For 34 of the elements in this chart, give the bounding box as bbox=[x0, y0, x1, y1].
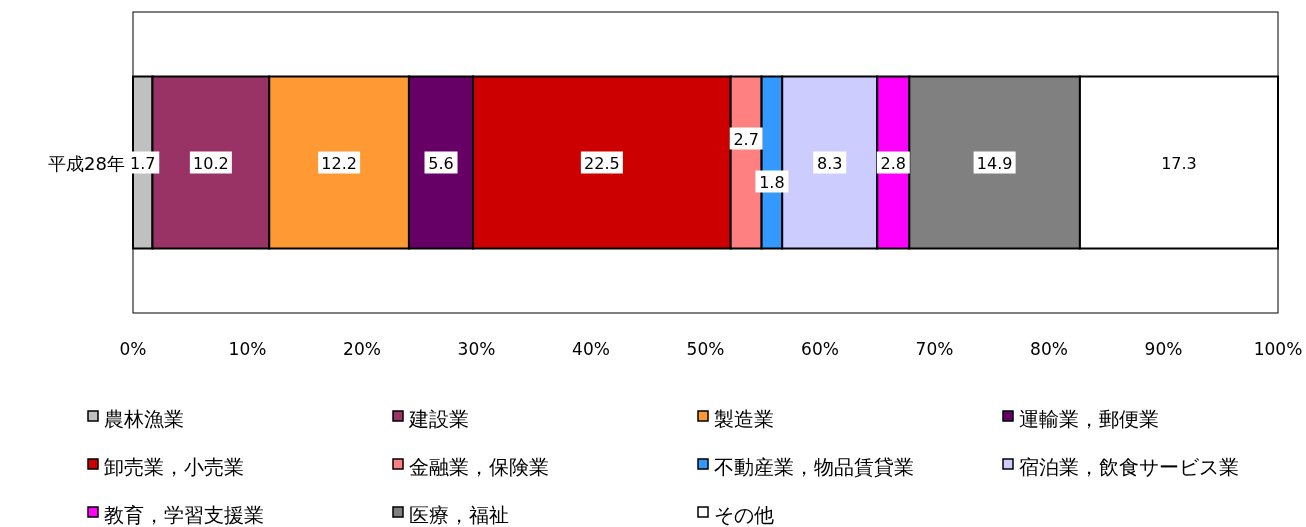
data-label: 5.6 bbox=[428, 153, 454, 173]
legend-label: 農林漁業 bbox=[104, 407, 184, 431]
y-tick-label: 平成28年 bbox=[48, 152, 125, 174]
data-label: 14.9 bbox=[976, 153, 1013, 173]
legend-label: 教育，学習支援業 bbox=[104, 503, 264, 527]
x-tick-label: 100% bbox=[1253, 339, 1303, 359]
data-label: 10.2 bbox=[193, 153, 229, 173]
x-tick-label: 70% bbox=[915, 339, 954, 359]
x-tick-label: 80% bbox=[1030, 339, 1068, 359]
legend-label: 建設業 bbox=[408, 407, 469, 431]
legend-label: 宿泊業，飲食サービス業 bbox=[1019, 455, 1239, 479]
x-tick-label: 60% bbox=[801, 339, 839, 359]
data-label: 17.3 bbox=[1161, 153, 1197, 173]
data-label: 2.7 bbox=[733, 129, 759, 149]
x-tick-label: 40% bbox=[572, 339, 610, 359]
x-tick-label: 90% bbox=[1144, 339, 1183, 359]
legend-label: 卸売業，小売業 bbox=[104, 455, 244, 479]
data-label: 8.3 bbox=[817, 153, 843, 173]
data-label: 1.7 bbox=[130, 153, 156, 173]
data-label: 12.2 bbox=[321, 153, 357, 173]
x-tick-label: 10% bbox=[228, 339, 267, 359]
data-label: 22.5 bbox=[584, 153, 620, 173]
x-tick-label: 50% bbox=[686, 339, 725, 359]
legend-label: 運輸業，郵便業 bbox=[1019, 407, 1159, 431]
legend-label: 医療，福祉 bbox=[409, 503, 509, 527]
x-tick-label: 30% bbox=[457, 339, 496, 359]
data-label: 2.8 bbox=[880, 153, 907, 173]
data-label: 1.8 bbox=[759, 172, 785, 192]
legend-label: 金融業，保険業 bbox=[409, 455, 549, 479]
legend-label: 製造業 bbox=[714, 407, 774, 431]
x-tick-label: 0% bbox=[119, 339, 147, 359]
x-tick-label: 20% bbox=[343, 339, 381, 359]
legend-label: 不動産業，物品賃貸業 bbox=[714, 455, 914, 479]
legend-label: その他 bbox=[714, 503, 774, 527]
